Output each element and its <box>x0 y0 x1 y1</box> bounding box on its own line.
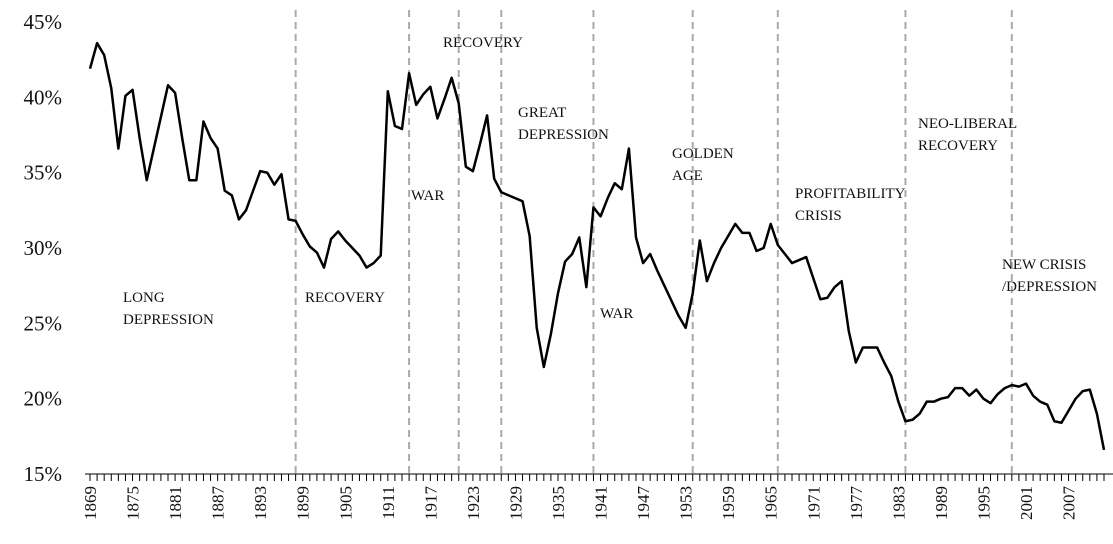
annotation: DEPRESSION <box>123 312 214 328</box>
x-tick-label: 1911 <box>379 486 398 519</box>
annotation: PROFITABILITY <box>795 186 906 202</box>
x-tick-label: 1923 <box>464 486 483 520</box>
x-tick-label: 1887 <box>209 486 228 521</box>
annotation: /DEPRESSION <box>1002 279 1097 295</box>
x-tick-label: 1917 <box>421 486 440 521</box>
annotation: WAR <box>600 306 633 322</box>
annotation: NEO-LIBERAL <box>918 116 1017 132</box>
y-tick-label: 45% <box>24 10 63 34</box>
x-tick-label: 1953 <box>677 486 696 520</box>
y-tick-label: 35% <box>24 161 63 185</box>
x-tick-label: 1941 <box>592 486 611 520</box>
annotation: LONG <box>123 290 165 306</box>
y-tick-label: 15% <box>24 462 63 486</box>
x-tick-label: 1983 <box>889 486 908 520</box>
x-tick-label: 1869 <box>81 486 100 520</box>
y-tick-label: 30% <box>24 236 63 260</box>
annotation: RECOVERY <box>305 290 385 306</box>
x-tick-label: 1959 <box>719 486 738 520</box>
x-tick-label: 1875 <box>124 486 143 520</box>
annotation: RECOVERY <box>918 138 998 154</box>
x-tick-label: 1977 <box>847 486 866 521</box>
y-tick-label: 20% <box>24 387 63 411</box>
annotation: RECOVERY <box>443 35 523 51</box>
x-tick-label: 1971 <box>804 486 823 520</box>
annotation: CRISIS <box>795 208 842 224</box>
x-tick-label: 1965 <box>762 486 781 520</box>
annotation: GREAT <box>518 105 566 121</box>
annotation: DEPRESSION <box>518 127 609 143</box>
y-tick-label: 25% <box>24 311 63 335</box>
annotation: GOLDEN <box>672 146 734 162</box>
x-tick-label: 2001 <box>1017 486 1036 520</box>
y-tick-label: 40% <box>24 85 63 109</box>
x-tick-label: 1899 <box>294 486 313 520</box>
x-tick-label: 2007 <box>1060 486 1079 521</box>
x-tick-label: 1929 <box>506 486 525 520</box>
x-tick-label: 1989 <box>932 486 951 520</box>
x-tick-label: 1947 <box>634 486 653 521</box>
x-tick-label: 1881 <box>166 486 185 520</box>
data-line <box>88 41 1106 451</box>
annotation: WAR <box>411 188 444 204</box>
x-tick-label: 1905 <box>336 486 355 520</box>
annotation: AGE <box>672 168 703 184</box>
x-tick-label: 1935 <box>549 486 568 520</box>
x-tick-label: 1893 <box>251 486 270 520</box>
annotation: NEW CRISIS <box>1002 257 1086 273</box>
x-tick-label: 1995 <box>974 486 993 520</box>
